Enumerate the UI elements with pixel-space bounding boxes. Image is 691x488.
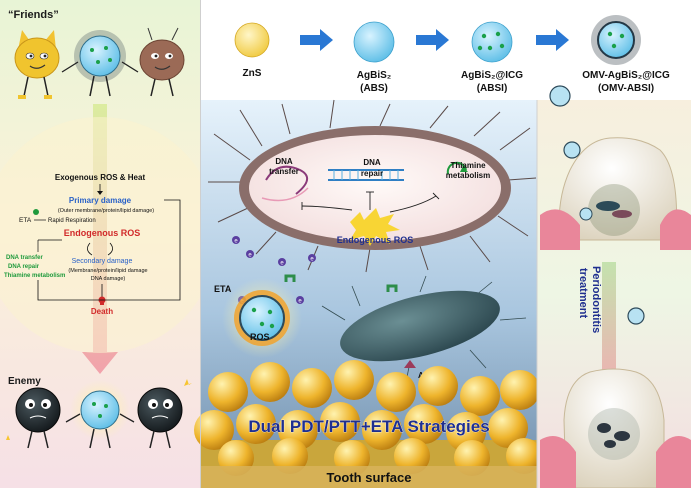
ros-burst-icon: [350, 208, 400, 246]
strategy-title: Dual PDT/PTT+ETA Strategies: [248, 417, 489, 436]
mechanism-halo: [0, 117, 218, 353]
treatment-arrow: [592, 262, 626, 400]
bacterium-flagella: [208, 99, 537, 273]
secondary-damage-detail-2: DNA damage): [91, 276, 126, 282]
friend-yellow-character: [14, 30, 60, 99]
treatment-label: Periodontitis: [590, 266, 602, 333]
dna-repair-center-label-1: DNA: [363, 158, 381, 167]
electron-label: e: [248, 253, 252, 259]
eta-dot: [33, 209, 39, 215]
enemy-label: Enemy: [8, 376, 41, 387]
rod-bacterium: [321, 275, 527, 383]
eta-label: ETA: [19, 217, 32, 224]
enemy-center-nanoparticle: [65, 380, 135, 449]
treatment-nanoparticle: [627, 307, 645, 325]
death-label: Death: [91, 307, 113, 316]
electron-label: e: [310, 257, 314, 263]
friend-nanoparticle-character: [61, 30, 139, 97]
secondary-damage-detail-1: (Membrane/protein/lipid damage: [68, 268, 147, 274]
friends-label: “Friends”: [8, 9, 59, 21]
thiamine-cycle-icon: [446, 161, 468, 175]
exogenous-label: Exogenous ROS & Heat: [55, 173, 146, 182]
primary-damage-label: Primary damage: [69, 196, 132, 205]
synthesis-step-1-name: ZnS: [243, 68, 262, 79]
omv-absi-nanoparticle: [222, 278, 302, 358]
adhesin-marker: [404, 360, 416, 368]
absi-particle: [471, 21, 513, 63]
dna-repair-center-label: repair: [361, 169, 383, 178]
treatment-label-2: treatment: [577, 268, 589, 318]
synthesis-arrow-1: [300, 29, 333, 51]
electron-label: e: [280, 261, 284, 267]
enemy-left-character: [6, 387, 61, 449]
dna-transfer-center-label-2: transfer: [269, 167, 299, 176]
synthesis-step-3-name: AgBiS₂@ICG: [461, 70, 523, 81]
rapid-respiration-label: Rapid Respiration: [48, 218, 96, 224]
dna-repair-helix-icon: [328, 169, 404, 181]
bacterium-cell: [208, 99, 537, 273]
synthesis-arrow-2: [416, 29, 449, 51]
dna-transfer-center-label: DNA: [275, 157, 293, 166]
ros-inhibition-lines: [301, 191, 440, 213]
mechanism-diagram: Exogenous ROS & Heat Primary damage (Out…: [4, 173, 181, 316]
dna-repair-label: DNA repair: [8, 264, 40, 270]
eta-center-label: ETA: [214, 284, 232, 294]
enemy-right-character: [137, 379, 192, 449]
dna-transfer-strand-icon: [261, 165, 309, 202]
endogenous-ros-label: Endogenous ROS: [64, 228, 141, 238]
tooth-surface-band: [201, 466, 537, 488]
omv-absi-particle: [591, 15, 641, 65]
synthesis-step-4-abbr: (OMV-ABSI): [598, 83, 654, 94]
ros-center-label: ROS: [250, 332, 270, 342]
thiamine-center-label: Thiamine: [450, 161, 486, 170]
secondary-damage-label: Secondary damage: [72, 258, 133, 265]
receptor-connector-icons: [284, 274, 398, 292]
endogenous-ros-center-label: Endogenous ROS: [337, 235, 414, 245]
dna-transfer-label: DNA transfer: [6, 255, 43, 261]
thiamine-metabolism-label: Thiamine metabolism: [4, 273, 65, 279]
electron-label: e: [298, 299, 302, 305]
synthesis-step-4-name: OMV-AgBiS₂@ICG: [582, 70, 670, 81]
thiamine-center-label-2: metabolism: [446, 171, 490, 180]
synthesis-step-2-name: AgBiS₂: [357, 70, 391, 81]
friend-brown-character: [139, 27, 185, 97]
left-panel: “Friends”: [0, 0, 218, 488]
abs-particle: [353, 21, 395, 63]
synthesis-row: ZnS AgBiS₂ (ABS) AgBiS₂@ICG (ABSI) OMV-A…: [201, 0, 691, 100]
lower-tooth-illustration: [540, 368, 691, 488]
tooth-surface-spheres: [194, 360, 542, 488]
synthesis-step-3-abbr: (ABSI): [477, 83, 508, 94]
synthesis-arrow-3: [536, 29, 569, 51]
tooth-surface-label: Tooth surface: [327, 470, 412, 485]
synthesis-step-2-abbr: (ABS): [360, 83, 388, 94]
upper-tooth-illustration: [540, 85, 691, 250]
zns-particle: [234, 22, 270, 58]
electron-label: e: [234, 239, 238, 245]
primary-damage-detail: (Outer membrane/protein/lipid damage): [58, 208, 154, 214]
